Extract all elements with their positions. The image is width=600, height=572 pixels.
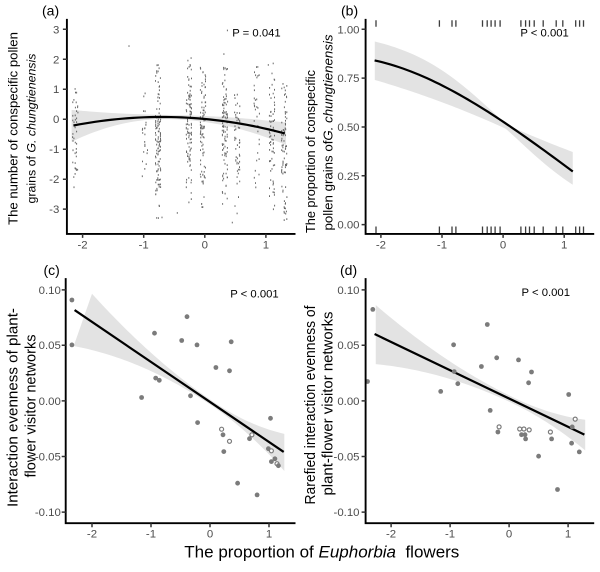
svg-text:1: 1 bbox=[53, 84, 59, 96]
svg-text:-2: -2 bbox=[49, 174, 59, 186]
svg-text:-1: -1 bbox=[445, 528, 455, 540]
svg-text:0.05: 0.05 bbox=[39, 340, 61, 352]
svg-text:grains of G. chungtienensis: grains of G. chungtienensis bbox=[24, 54, 38, 204]
svg-text:P < 0.001: P < 0.001 bbox=[230, 289, 278, 301]
svg-text:P < 0.001: P < 0.001 bbox=[520, 28, 568, 40]
svg-text:-0.05: -0.05 bbox=[334, 452, 360, 464]
svg-text:1: 1 bbox=[565, 528, 571, 540]
svg-text:-0.10: -0.10 bbox=[35, 507, 61, 519]
svg-text:0.00: 0.00 bbox=[39, 396, 61, 408]
svg-text:1: 1 bbox=[266, 528, 272, 540]
svg-text:-0.05: -0.05 bbox=[35, 452, 61, 464]
svg-text:(c): (c) bbox=[44, 262, 60, 278]
svg-text:0.10: 0.10 bbox=[337, 285, 359, 297]
svg-text:-2: -2 bbox=[376, 239, 386, 251]
svg-text:P = 0.041: P = 0.041 bbox=[232, 28, 280, 40]
svg-text:0.25: 0.25 bbox=[337, 171, 359, 183]
svg-text:0: 0 bbox=[53, 114, 59, 126]
svg-text:Interaction evenness of plant-: Interaction evenness of plant- bbox=[6, 308, 22, 507]
svg-text:-1: -1 bbox=[437, 239, 447, 251]
svg-text:0: 0 bbox=[207, 528, 213, 540]
svg-text:plant-flower visitor networks: plant-flower visitor networks bbox=[321, 312, 337, 496]
svg-text:1.00: 1.00 bbox=[337, 24, 359, 36]
svg-text:1: 1 bbox=[561, 239, 567, 251]
svg-text:(d): (d) bbox=[340, 262, 357, 278]
svg-text:-3: -3 bbox=[49, 204, 59, 216]
svg-text:Rarefied interaction evenness: Rarefied interaction evenness of bbox=[303, 305, 319, 504]
svg-text:0.05: 0.05 bbox=[337, 340, 359, 352]
svg-text:-2: -2 bbox=[78, 239, 88, 251]
svg-text:0: 0 bbox=[500, 239, 506, 251]
svg-text:flower visitor networks: flower visitor networks bbox=[23, 335, 39, 478]
svg-text:3: 3 bbox=[53, 24, 59, 36]
svg-text:-1: -1 bbox=[49, 144, 59, 156]
svg-text:0.50: 0.50 bbox=[337, 122, 359, 134]
svg-text:0: 0 bbox=[202, 239, 208, 251]
svg-text:-0.10: -0.10 bbox=[334, 507, 360, 519]
svg-text:The proportion of Euphorbia f: The proportion of Euphorbia flowers bbox=[184, 543, 459, 562]
svg-text:-1: -1 bbox=[139, 239, 149, 251]
svg-text:0: 0 bbox=[506, 528, 512, 540]
svg-text:The number of conspecific poll: The number of conspecific pollen bbox=[6, 32, 21, 225]
svg-text:0.75: 0.75 bbox=[337, 73, 359, 85]
svg-text:P < 0.001: P < 0.001 bbox=[522, 287, 570, 299]
svg-text:(b): (b) bbox=[341, 2, 358, 18]
svg-text:0.00: 0.00 bbox=[337, 396, 359, 408]
svg-text:0.00: 0.00 bbox=[337, 220, 359, 232]
svg-text:The proportion of conspecific: The proportion of conspecific bbox=[304, 69, 318, 233]
svg-text:2: 2 bbox=[53, 54, 59, 66]
svg-text:0.10: 0.10 bbox=[39, 285, 61, 297]
svg-text:1: 1 bbox=[263, 239, 269, 251]
svg-text:(a): (a) bbox=[42, 2, 59, 18]
svg-text:pollen grains ofG. chungtienen: pollen grains ofG. chungtienensis bbox=[321, 34, 336, 230]
svg-text:-1: -1 bbox=[146, 528, 156, 540]
svg-text:-2: -2 bbox=[87, 528, 97, 540]
svg-text:-2: -2 bbox=[386, 528, 396, 540]
